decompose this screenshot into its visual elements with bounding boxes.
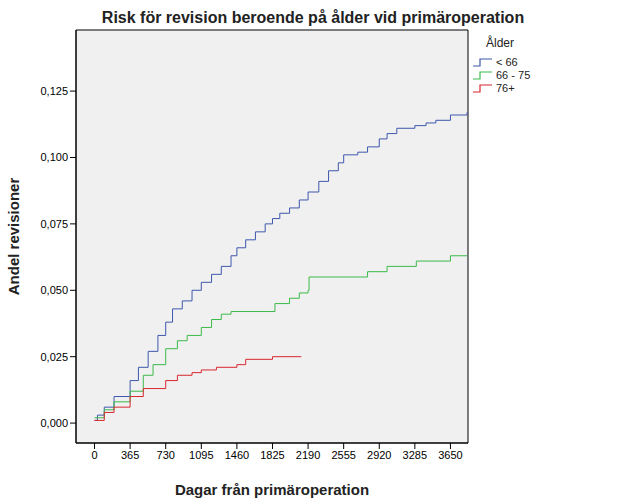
html-text:Ålder: Ålder — [486, 36, 514, 50]
svg-text:0,050: 0,050 — [40, 284, 68, 296]
svg-text:1460: 1460 — [225, 449, 249, 461]
svg-text:730: 730 — [157, 449, 175, 461]
html-text:76+: 76+ — [496, 81, 515, 94]
svg-text:2920: 2920 — [367, 449, 391, 461]
svg-text:Dagar från primäroperation: Dagar från primäroperation — [175, 481, 369, 498]
svg-text:0,025: 0,025 — [40, 351, 68, 363]
svg-text:0,125: 0,125 — [40, 85, 68, 97]
html-text:66 - 75: 66 - 75 — [496, 68, 531, 81]
svg-text:0,000: 0,000 — [40, 417, 68, 429]
svg-text:2190: 2190 — [296, 449, 320, 461]
svg-text:0: 0 — [91, 449, 97, 461]
svg-text:2555: 2555 — [331, 449, 355, 461]
svg-text:365: 365 — [121, 449, 139, 461]
svg-text:1095: 1095 — [189, 449, 213, 461]
svg-text:0,075: 0,075 — [40, 218, 68, 230]
svg-text:3285: 3285 — [403, 449, 427, 461]
html-text:< 66: < 66 — [496, 55, 518, 68]
svg-text:0,100: 0,100 — [40, 151, 68, 163]
svg-text:1825: 1825 — [260, 449, 284, 461]
svg-text:3650: 3650 — [438, 449, 462, 461]
svg-text:Andel revisioner: Andel revisioner — [8, 178, 22, 296]
html-text:Risk för revision beroende på: Risk för revision beroende på ålder vid … — [101, 9, 525, 26]
